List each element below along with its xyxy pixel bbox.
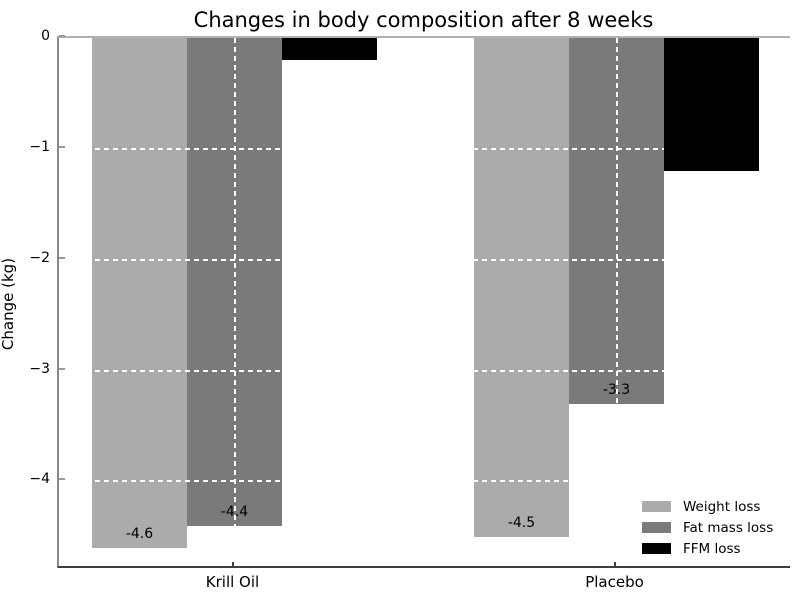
x-tick-mark (231, 562, 234, 568)
y-tick-label: −1 (29, 138, 50, 155)
y-tick-label: −2 (29, 249, 50, 266)
legend: Weight loss Fat mass loss FFM loss (642, 496, 773, 559)
legend-label: Weight loss (683, 498, 761, 515)
h-gridline (59, 480, 790, 483)
y-axis-label: Change (kg) (0, 257, 17, 351)
legend-item: Fat mass loss (642, 517, 773, 538)
bar-value-label: -3.3 (602, 381, 631, 398)
bar-ffm-loss-krill-oil (282, 38, 377, 61)
x-tick-label-placebo: Placebo (585, 573, 644, 591)
legend-swatch-ffm-loss (642, 543, 671, 554)
y-tick-mark (59, 367, 65, 370)
bar-value-label: -4.5 (507, 514, 536, 531)
legend-swatch-weight-loss (642, 501, 671, 512)
legend-item: FFM loss (642, 538, 773, 559)
y-tick-label: 0 (41, 28, 50, 44)
x-tick-mark (613, 562, 616, 568)
h-gridline (59, 369, 790, 372)
chart-title: Changes in body composition after 8 week… (193, 8, 654, 32)
legend-label: Fat mass loss (683, 519, 774, 536)
plot-area: -4.6 -4.5 -4.4 -3.3 (57, 36, 790, 568)
y-tick-mark (59, 35, 65, 37)
legend-item: Weight loss (642, 496, 773, 517)
bar-value-label: -4.6 (125, 525, 154, 542)
x-tick-label-krill-oil: Krill Oil (205, 573, 260, 591)
y-tick-mark (59, 256, 65, 259)
h-gridline (59, 258, 790, 261)
y-tick-mark (59, 478, 65, 481)
legend-swatch-fat-mass-loss (642, 522, 671, 533)
y-tick-mark (59, 145, 65, 148)
y-tick-label: −4 (29, 471, 50, 488)
y-tick-label: −3 (29, 360, 50, 377)
legend-label: FFM loss (683, 540, 741, 557)
bar-value-label: -4.4 (220, 503, 249, 520)
v-gridline (615, 38, 618, 566)
h-gridline (59, 147, 790, 150)
v-gridline (233, 38, 236, 566)
bar-ffm-loss-placebo (664, 38, 759, 171)
bar-weight-loss-placebo (474, 38, 569, 537)
bar-weight-loss-krill-oil (92, 38, 187, 548)
